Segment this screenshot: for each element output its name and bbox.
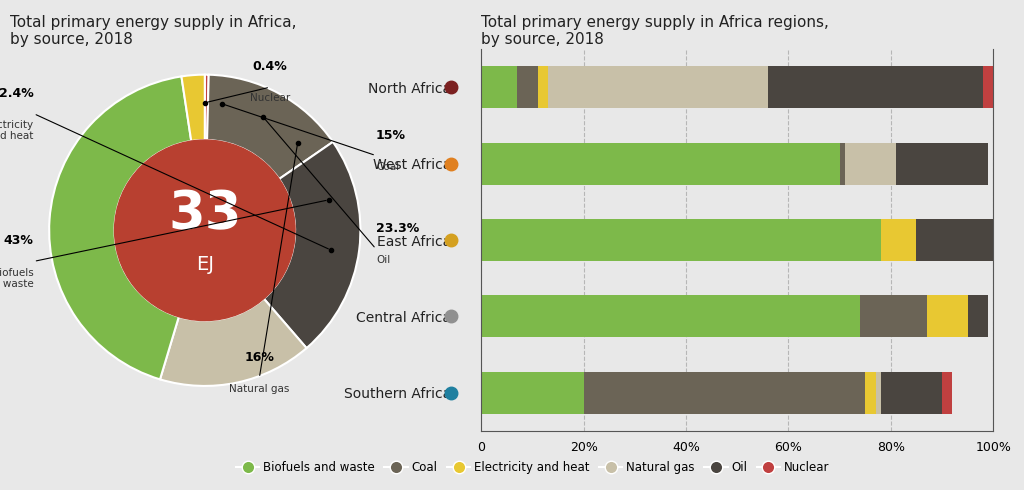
Text: 0.4%: 0.4% <box>253 60 288 73</box>
Text: 33: 33 <box>168 189 242 241</box>
Text: 16%: 16% <box>245 351 274 364</box>
Bar <box>916 219 993 261</box>
Wedge shape <box>207 74 333 179</box>
Text: Coal: Coal <box>376 162 399 172</box>
Wedge shape <box>264 142 360 348</box>
Text: EJ: EJ <box>196 255 214 274</box>
Wedge shape <box>181 74 205 141</box>
Text: Electricity
and heat: Electricity and heat <box>0 120 34 142</box>
Text: 15%: 15% <box>376 128 406 142</box>
Text: Total primary energy supply in Africa,
by source, 2018: Total primary energy supply in Africa, b… <box>10 15 297 47</box>
Bar <box>548 66 768 108</box>
Bar <box>840 143 845 185</box>
Bar <box>942 372 952 414</box>
Bar <box>768 66 983 108</box>
Bar <box>481 66 517 108</box>
Bar <box>896 143 988 185</box>
Text: Nuclear: Nuclear <box>250 93 290 103</box>
Wedge shape <box>49 76 191 379</box>
Bar <box>968 295 988 338</box>
Text: Oil: Oil <box>376 255 390 265</box>
Text: Total primary energy supply in Africa regions,
by source, 2018: Total primary energy supply in Africa re… <box>481 15 829 47</box>
Bar <box>538 66 548 108</box>
Text: Biofuels
and waste: Biofuels and waste <box>0 268 34 289</box>
Bar <box>881 372 942 414</box>
Bar <box>860 295 927 338</box>
Wedge shape <box>205 74 209 140</box>
Wedge shape <box>160 298 306 386</box>
Bar <box>481 219 881 261</box>
Bar <box>584 372 865 414</box>
Text: Natural gas: Natural gas <box>229 384 290 394</box>
Bar <box>517 66 538 108</box>
Bar <box>983 66 993 108</box>
Text: 2.4%: 2.4% <box>0 87 34 99</box>
Circle shape <box>115 140 295 320</box>
Bar <box>865 372 876 414</box>
Bar <box>481 372 584 414</box>
Text: 23.3%: 23.3% <box>376 222 419 235</box>
Legend: Biofuels and waste, Coal, Electricity and heat, Natural gas, Oil, Nuclear: Biofuels and waste, Coal, Electricity an… <box>231 457 834 479</box>
Bar <box>481 143 840 185</box>
Bar <box>881 219 916 261</box>
Bar <box>481 295 860 338</box>
Bar <box>876 372 881 414</box>
Bar <box>845 143 896 185</box>
Text: 43%: 43% <box>4 234 34 247</box>
Bar <box>927 295 968 338</box>
